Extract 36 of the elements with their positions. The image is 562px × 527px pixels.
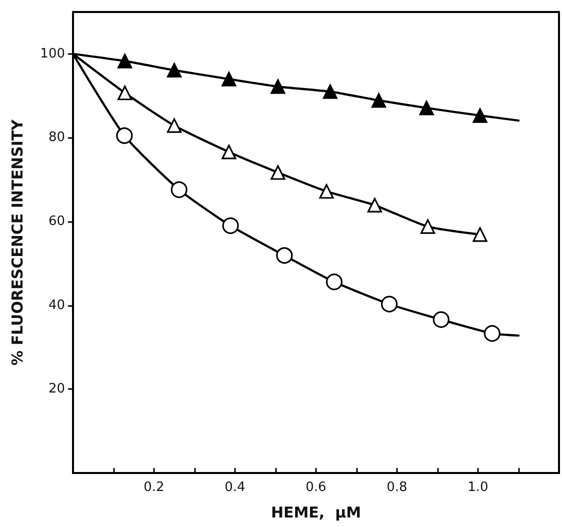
point (472, 227, 488, 242)
x-tick-label: 0.2 (144, 480, 164, 495)
point (319, 184, 334, 199)
point (367, 198, 382, 212)
point (419, 100, 434, 116)
point (322, 84, 338, 99)
point (170, 181, 188, 198)
y-tick-label: 40 (48, 298, 65, 313)
x-tick-label: 1.0 (468, 480, 488, 495)
point (432, 311, 450, 328)
x-tick-label: 0.4 (224, 480, 246, 495)
point (222, 72, 236, 86)
point (371, 93, 386, 108)
y-tick-label: 60 (48, 214, 65, 230)
point (118, 54, 132, 68)
point (472, 108, 488, 123)
y-axis-title: % FLUORESCENCE INTENSITY (8, 118, 26, 366)
y-tick-label: 100 (40, 46, 65, 62)
point (484, 325, 500, 342)
x-tick-label: 0.8 (386, 480, 408, 495)
point (166, 62, 182, 78)
point (276, 247, 293, 264)
x-tick-label: 0.6 (306, 480, 326, 495)
point (420, 219, 436, 234)
y-tick-label: 80 (48, 130, 65, 146)
point (270, 165, 286, 180)
point (116, 127, 133, 144)
point (270, 79, 286, 94)
point (118, 86, 132, 100)
point (222, 144, 236, 160)
point (222, 217, 239, 234)
point (166, 118, 182, 133)
point (381, 296, 398, 312)
x-axis-title: HEME, μM (270, 504, 362, 522)
point (326, 274, 343, 290)
y-tick-label: 20 (48, 382, 65, 397)
